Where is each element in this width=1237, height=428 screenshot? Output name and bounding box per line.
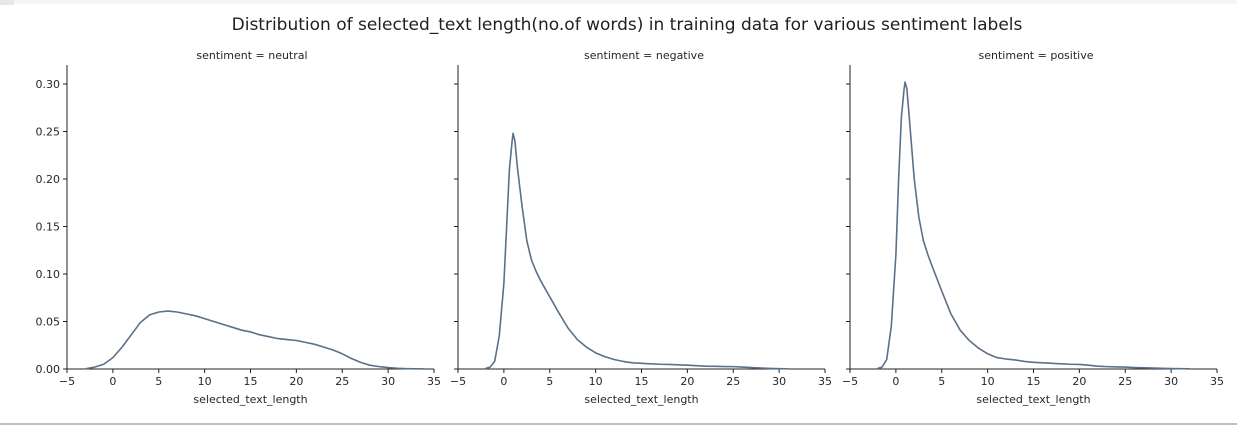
density-line-neutral: [84, 310, 426, 370]
x-tick-label-negative: 10: [589, 375, 603, 388]
x-tick-label-positive: 5: [938, 375, 945, 388]
x-tick-label-positive: 10: [981, 375, 995, 388]
x-tick-label-neutral: 0: [109, 375, 116, 388]
x-tick-label-neutral: 10: [198, 375, 212, 388]
x-tick-label-negative: 15: [635, 375, 649, 388]
x-tick-label-neutral: 15: [244, 375, 258, 388]
panel-title-negative: sentiment = negative: [584, 49, 704, 62]
x-tick-label-negative: 25: [726, 375, 740, 388]
x-tick-label-positive: 0: [892, 375, 899, 388]
x-tick-label-positive: −5: [842, 375, 858, 388]
x-tick-label-neutral: 30: [381, 375, 395, 388]
panel-title-neutral: sentiment = neutral: [196, 49, 307, 62]
x-tick-label-negative: 5: [546, 375, 553, 388]
x-axis-label-positive: selected_text_length: [976, 393, 1090, 406]
x-axis-label-neutral: selected_text_length: [193, 393, 307, 406]
y-tick-label: 0.05: [36, 316, 61, 329]
density-line-positive: [876, 81, 1191, 370]
x-tick-label-negative: 0: [500, 375, 507, 388]
x-axis-label-negative: selected_text_length: [584, 393, 698, 406]
x-tick-label-negative: 20: [680, 375, 694, 388]
x-tick-label-positive: 30: [1164, 375, 1178, 388]
x-tick-label-positive: 15: [1027, 375, 1041, 388]
x-tick-label-negative: 35: [818, 375, 832, 388]
x-tick-label-neutral: −5: [59, 375, 75, 388]
y-tick-label: 0.25: [36, 126, 61, 139]
y-tick-label: 0.00: [36, 363, 61, 376]
x-tick-label-neutral: 25: [335, 375, 349, 388]
top-strip: [0, 0, 1237, 4]
x-tick-label-neutral: 35: [427, 375, 441, 388]
figure-title: Distribution of selected_text length(no.…: [231, 15, 1023, 35]
x-tick-label-neutral: 5: [155, 375, 162, 388]
x-tick-label-positive: 25: [1118, 375, 1132, 388]
bottom-divider: [0, 423, 1237, 425]
x-tick-label-negative: −5: [450, 375, 466, 388]
x-tick-label-neutral: 20: [289, 375, 303, 388]
x-tick-label-negative: 30: [772, 375, 786, 388]
panel-title-positive: sentiment = positive: [979, 49, 1094, 62]
top-strip-corner: [0, 0, 14, 5]
y-tick-label: 0.20: [36, 173, 61, 186]
density-line-negative: [484, 132, 790, 370]
y-tick-label: 0.10: [36, 268, 61, 281]
y-tick-label: 0.15: [36, 221, 61, 234]
y-tick-label: 0.30: [36, 78, 61, 91]
x-tick-label-positive: 35: [1210, 375, 1224, 388]
x-tick-label-positive: 20: [1072, 375, 1086, 388]
